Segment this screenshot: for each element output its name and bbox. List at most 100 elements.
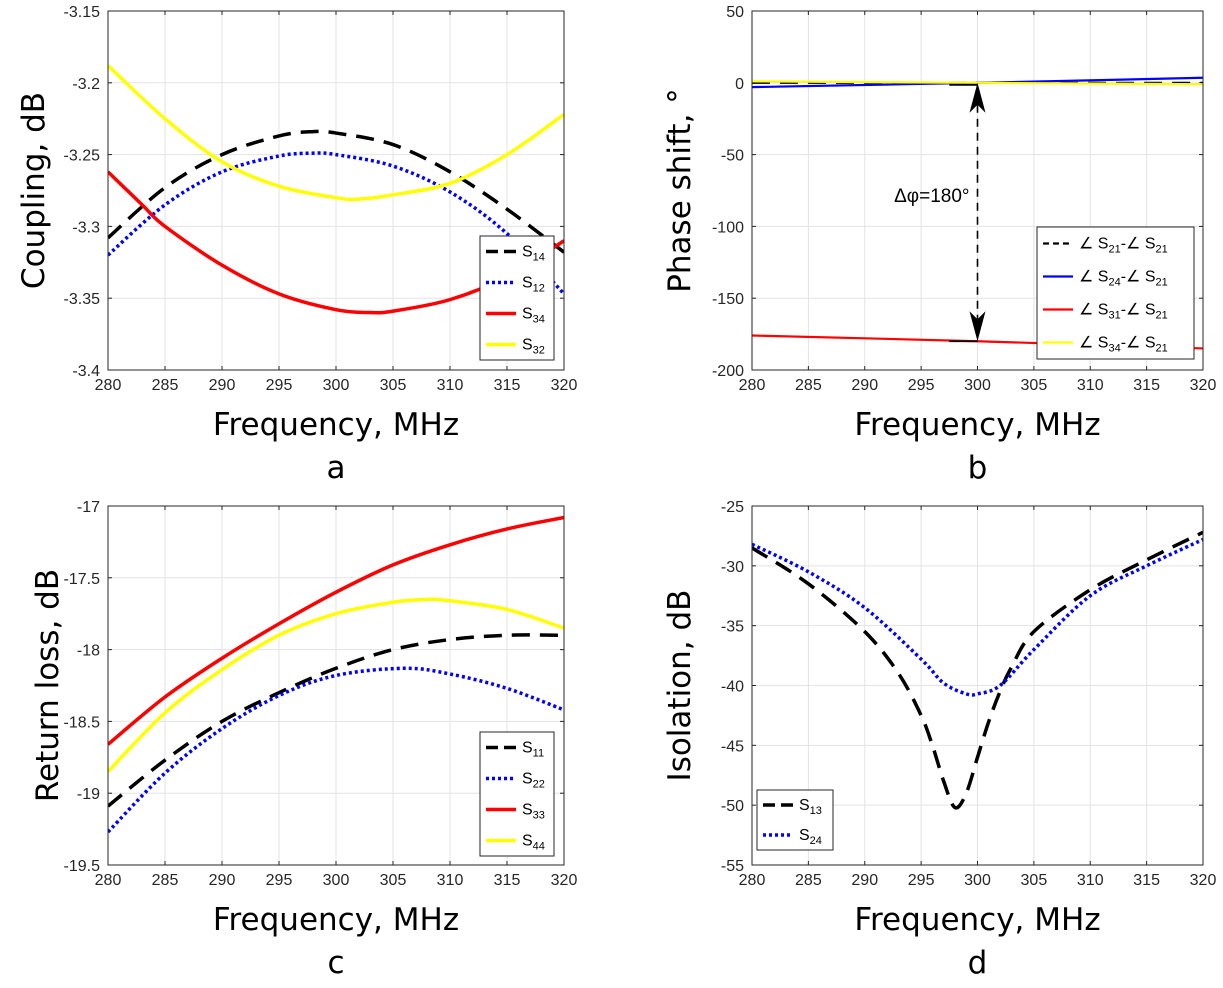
annotation-label: Δφ=180° [894,186,969,207]
x-tick-label: 280 [95,377,122,394]
legend-entry-0: S14 [522,244,545,264]
series-line-0 [108,633,564,808]
chart-panel-c: 280 285 290 295 300 305 310 315 320 -17 -17.5 -18 -1… [30,499,577,981]
x-tick-label: 315 [1133,872,1160,889]
legend-base: ∠ S [1079,236,1108,253]
x-tick-label: 300 [964,872,991,889]
legend-entry-1: ∠ S24-∠ S21 [1079,269,1168,289]
x-tick-label: 315 [494,872,521,889]
x-tick-label: 290 [851,872,878,889]
series-line-2 [108,170,564,315]
chart-panel-a: 280 285 290 295 300 305 310 315 320 -3.15 -3.2 -3.2… [16,4,577,486]
axes-box [107,505,565,866]
x-tick-label: 305 [380,377,407,394]
y-tick-label: -3.35 [64,291,101,308]
legend-subscript: 32 [533,345,545,357]
series-line-3 [108,64,564,202]
legend-box [479,235,555,361]
legend-subscript: 31 [1108,310,1120,322]
x-tick-label: 315 [494,377,521,394]
y-tick-label: -50 [721,148,744,165]
legend-subscript: 33 [533,810,545,822]
y-axis-title: Isolation, dB [662,590,698,782]
legend-base: S [522,771,533,788]
axes-box [107,10,565,371]
panel-label: b [968,450,988,486]
axes-box [751,10,1204,371]
x-tick-label: 305 [1021,872,1048,889]
legend-base: S [522,244,533,261]
y-axis-title: Phase shift, ° [662,88,698,293]
legend-subscript: 14 [533,252,545,264]
legend-subscript: 21 [1156,277,1168,289]
y-tick-label: -100 [712,219,744,236]
x-tick-label: 310 [437,872,464,889]
annotation-arrow-down [969,311,986,342]
legend-entry-3: S44 [522,833,545,853]
legend-base: -∠ S [1121,269,1156,286]
x-tick-label: 285 [152,872,179,889]
series-line-2 [108,515,564,746]
x-tick-label: 295 [266,377,293,394]
x-tick-label: 290 [851,377,878,394]
legend-entry-0: ∠ S21-∠ S21 [1079,236,1168,256]
y-tick-label: -3.25 [64,148,101,165]
x-tick-label: 310 [1077,872,1104,889]
panel-label: a [327,450,346,486]
series-line-0 [752,530,1203,810]
x-axis-title: Frequency, MHz [213,407,459,443]
x-tick-label: 290 [209,872,236,889]
legend-base: ∠ S [1079,335,1108,352]
legend-base: -∠ S [1121,236,1156,253]
legend-base: S [522,833,533,850]
x-tick-label: 320 [551,377,578,394]
x-axis-title: Frequency, MHz [854,407,1100,443]
legend-entry-0: S13 [799,797,822,817]
legend-base: S [799,797,810,814]
y-tick-label: -3.15 [64,4,101,21]
series-line-1 [752,537,1203,697]
y-tick-label: -55 [721,858,744,875]
y-tick-label: -18 [77,643,100,660]
series-line-3 [752,80,1203,86]
legend-subscript: 21 [1156,343,1168,355]
chart-panel-b: 280 285 290 295 300 305 310 315 320 50 0 -50 -100 -15… [662,4,1216,486]
y-axis-title: Coupling, dB [16,92,52,289]
x-tick-label: 310 [437,377,464,394]
x-tick-label: 280 [95,872,122,889]
legend-subscript: 24 [1108,277,1120,289]
legend-base: S [522,306,533,323]
y-tick-label: -200 [712,363,744,380]
x-tick-label: 305 [1021,377,1048,394]
legend-subscript: 22 [533,779,545,791]
y-tick-label: -17 [77,499,100,516]
legend-entry-1: S22 [522,771,545,791]
legend: S13 S24 [756,789,834,851]
chart-panel-d: 280 285 290 295 300 305 310 315 320 -25 -30 -35 -40 -… [662,499,1216,981]
y-tick-label: -25 [721,499,744,516]
y-tick-label: -19.5 [64,858,101,875]
x-tick-label: 290 [209,377,236,394]
axes-box [751,505,1204,866]
y-tick-label: -50 [721,798,744,815]
legend-box [1036,226,1195,360]
legend-entry-3: ∠ S34-∠ S21 [1079,335,1168,355]
legend-base: ∠ S [1079,302,1108,319]
x-tick-label: 295 [908,872,935,889]
legend-base: -∠ S [1121,302,1156,319]
y-tick-label: 0 [735,76,744,93]
series-line-0 [108,129,564,254]
legend-subscript: 11 [533,748,544,760]
x-tick-label: 315 [1133,377,1160,394]
legend-entry-1: S24 [799,827,822,847]
legend-entry-3: S32 [522,337,545,357]
legend-base: S [799,827,810,844]
legend-entry-1: S12 [522,275,545,295]
legend-base: S [522,275,533,292]
x-tick-label: 320 [551,872,578,889]
y-tick-label: -19 [77,786,100,803]
y-tick-label: -17.5 [64,571,101,588]
